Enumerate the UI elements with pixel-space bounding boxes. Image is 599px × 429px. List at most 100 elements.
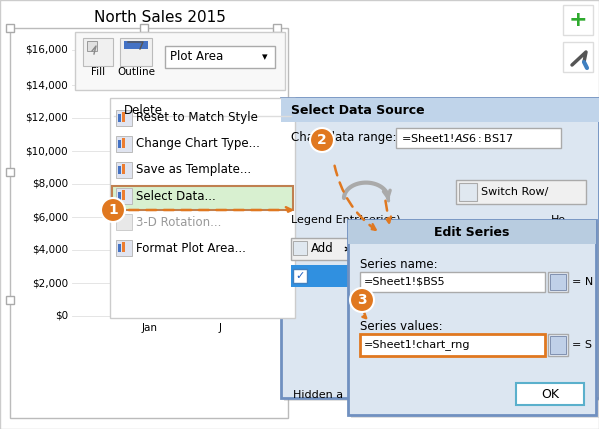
Text: = N: = N	[572, 277, 593, 287]
Bar	[118, 114, 121, 122]
Text: $10,000: $10,000	[25, 146, 68, 156]
Bar	[118, 166, 121, 174]
Text: Switch Row/: Switch Row/	[481, 187, 548, 197]
Bar	[291, 265, 536, 287]
Bar	[360, 334, 545, 356]
Text: = S: = S	[572, 340, 592, 350]
Bar	[273, 168, 281, 176]
Text: Save as Template...: Save as Template...	[136, 163, 251, 176]
Bar	[122, 164, 125, 174]
Text: 2: 2	[317, 133, 327, 147]
Text: Edit Series: Edit Series	[434, 226, 510, 239]
Bar	[165, 46, 275, 68]
Circle shape	[310, 128, 334, 152]
Text: 3: 3	[357, 293, 367, 307]
Text: Jan: Jan	[142, 323, 158, 333]
Text: ✓: ✓	[295, 271, 305, 281]
Bar	[112, 186, 293, 210]
Bar	[83, 38, 113, 66]
Bar	[122, 242, 125, 252]
Bar	[293, 269, 307, 283]
Bar	[281, 98, 599, 398]
Bar	[356, 238, 414, 260]
Bar	[517, 238, 539, 260]
Text: $12,000: $12,000	[25, 113, 68, 123]
Bar	[10, 28, 288, 418]
Bar	[110, 98, 295, 318]
Text: OK: OK	[541, 387, 559, 401]
Bar	[360, 272, 545, 292]
Bar	[116, 162, 132, 178]
Text: Select Data...: Select Data...	[136, 190, 216, 202]
Text: $4,000: $4,000	[32, 245, 68, 255]
Text: Chart data range:: Chart data range:	[291, 132, 397, 145]
Bar	[550, 336, 566, 354]
Bar	[118, 244, 121, 252]
Bar	[291, 238, 349, 260]
Text: $2,000: $2,000	[32, 278, 68, 288]
Bar	[548, 334, 568, 356]
Bar	[122, 112, 125, 122]
Bar	[273, 296, 281, 304]
Bar	[281, 98, 599, 122]
Bar	[550, 274, 566, 290]
Text: Fill: Fill	[91, 67, 105, 77]
Text: $0: $0	[55, 311, 68, 321]
Bar	[396, 128, 561, 148]
Circle shape	[101, 198, 125, 222]
Bar	[118, 140, 121, 148]
Bar	[116, 136, 132, 152]
Bar	[351, 223, 599, 418]
Bar	[87, 41, 97, 51]
Bar	[116, 240, 132, 256]
Text: Delete: Delete	[124, 103, 163, 117]
Bar	[284, 101, 599, 401]
Bar	[124, 41, 148, 49]
Text: Ja: Ja	[541, 271, 551, 281]
Text: Select Data Source: Select Data Source	[291, 103, 425, 117]
Text: Series1: Series1	[381, 269, 428, 283]
Text: Reset to Match Style: Reset to Match Style	[136, 112, 258, 124]
Bar	[140, 24, 148, 32]
Bar	[456, 180, 586, 204]
Text: $8,000: $8,000	[32, 179, 68, 189]
Bar	[459, 183, 477, 201]
Bar	[6, 24, 14, 32]
Text: Series values:: Series values:	[360, 320, 443, 332]
Bar	[116, 110, 132, 126]
Bar	[419, 238, 489, 260]
Bar	[122, 138, 125, 148]
Text: Ho: Ho	[551, 215, 566, 225]
Bar	[493, 238, 515, 260]
Text: ▲: ▲	[500, 244, 508, 254]
Bar	[120, 38, 152, 66]
Text: ▼: ▼	[524, 244, 532, 254]
Text: ✕ Remove: ✕ Remove	[431, 242, 492, 256]
Text: Legend Entr(series): Legend Entr(series)	[291, 215, 401, 225]
Bar	[563, 5, 593, 35]
Bar	[140, 296, 148, 304]
Bar	[293, 241, 307, 255]
Text: J: J	[219, 323, 222, 333]
Text: =Sheet1!$BS5: =Sheet1!$BS5	[364, 277, 446, 287]
Circle shape	[350, 288, 374, 312]
Text: =Sheet1!chart_rng: =Sheet1!chart_rng	[364, 339, 470, 350]
Text: North Sales 2015: North Sales 2015	[94, 10, 226, 25]
Text: Change Chart Type...: Change Chart Type...	[136, 138, 260, 151]
Bar	[116, 188, 132, 204]
Text: Outline: Outline	[117, 67, 155, 77]
Bar	[6, 168, 14, 176]
Text: Add: Add	[311, 242, 334, 256]
Text: ▾: ▾	[262, 52, 268, 62]
Bar	[359, 241, 373, 255]
Text: $16,000: $16,000	[25, 45, 68, 55]
Bar	[116, 214, 132, 230]
Bar	[118, 192, 121, 200]
Bar	[348, 220, 596, 415]
Bar	[348, 220, 596, 244]
Bar	[548, 272, 568, 292]
Text: 3-D Rotation...: 3-D Rotation...	[136, 215, 222, 229]
Text: $14,000: $14,000	[25, 80, 68, 90]
Text: Format Plot Area...: Format Plot Area...	[136, 242, 246, 254]
Text: +: +	[568, 10, 587, 30]
